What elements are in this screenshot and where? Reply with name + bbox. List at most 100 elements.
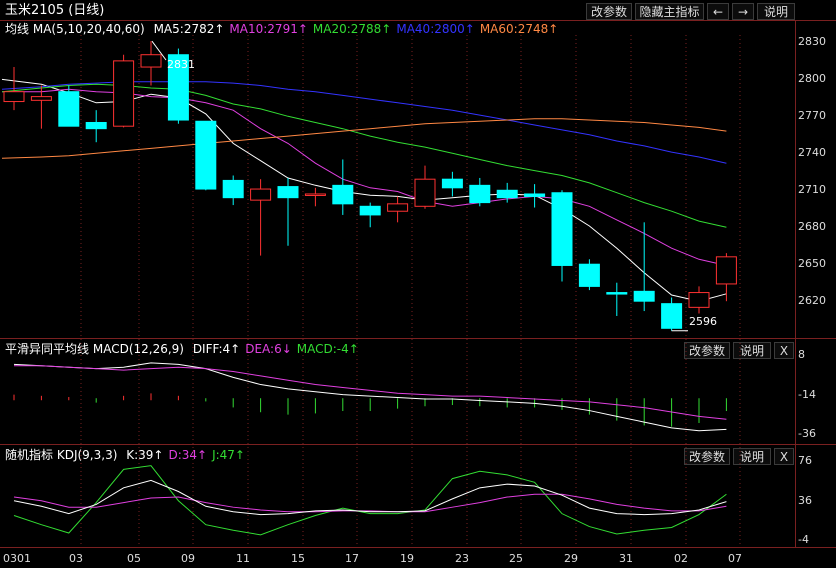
candle-up [30, 96, 52, 101]
edit-params-button[interactable]: 改参数 [586, 3, 632, 20]
ma-line-ma20 [1, 83, 727, 228]
ma-legend-value-3: MA40:2800↑ [396, 22, 475, 36]
candle-down [524, 193, 546, 197]
kdj-legend-value-0: K:39↑ [126, 448, 164, 462]
candle-down [277, 186, 299, 199]
candle-up [304, 193, 326, 196]
kdj-panel-divider [0, 444, 836, 445]
header-divider [0, 20, 836, 21]
date-tick-label: 03 [69, 552, 83, 565]
kdj-legend-params: KDJ(9,3,3) [56, 448, 118, 462]
date-tick-label: 05 [127, 552, 141, 565]
macd-dea-line [14, 365, 727, 420]
macd-ytick: -36 [798, 427, 816, 440]
price-tick-label: 2650 [798, 257, 826, 271]
date-tick-label: 07 [728, 552, 742, 565]
macd-legend-params: MACD(12,26,9) [92, 342, 184, 356]
candle-down [661, 303, 683, 329]
kdj-help-button[interactable]: 说明 [733, 448, 771, 465]
candle-down [578, 263, 600, 287]
candle-down [551, 192, 573, 266]
candle-up [3, 91, 25, 103]
kdj-j-line [13, 465, 727, 536]
date-tick-label: 23 [455, 552, 469, 565]
macd-legend-value-1: DEA:6↓ [245, 342, 292, 356]
ma-legend-value-0: MA5:2782↑ [153, 22, 225, 36]
candle-down [332, 184, 354, 205]
ma-line-ma10 [2, 88, 727, 266]
candle-down [359, 205, 381, 216]
candle-down [441, 178, 463, 189]
kdj-legend-value-2: J:47↑ [212, 448, 245, 462]
price-tick-label: 2740 [798, 146, 826, 160]
macd-help-button[interactable]: 说明 [733, 342, 771, 359]
macd-legend-value-0: DIFF:4↑ [192, 342, 241, 356]
price-axis-divider [795, 20, 796, 548]
price-tick-label: 2770 [798, 109, 826, 123]
kdj-ytick: -4 [798, 533, 809, 546]
candle-down [222, 179, 244, 199]
kdj-legend-value-1: D:34↑ [168, 448, 208, 462]
macd-edit-params-button[interactable]: 改参数 [684, 342, 730, 359]
candle-down [167, 54, 189, 121]
macd-ytick: -14 [798, 388, 816, 401]
candle-down [633, 290, 655, 302]
price-tick-label: 2830 [798, 35, 826, 49]
high-leader-line [151, 40, 167, 61]
kdj-k-line [13, 479, 727, 516]
date-tick-label: 0301 [3, 552, 31, 565]
date-tick-label: 15 [291, 552, 305, 565]
kdj-ytick: 36 [798, 494, 812, 507]
ma-legend-value-4: MA60:2748↑ [479, 22, 559, 36]
ma-legend-name: 均线 [5, 22, 30, 36]
date-tick-label: 25 [509, 552, 523, 565]
help-button[interactable]: 说明 [757, 3, 795, 20]
candle-up [387, 203, 409, 212]
kdj-edit-params-button[interactable]: 改参数 [684, 448, 730, 465]
candle-down [469, 184, 491, 204]
kdj-d-line [13, 493, 727, 513]
macd-panel-divider [0, 338, 836, 339]
macd-ytick: 8 [798, 348, 805, 361]
ma-line-ma60 [1, 118, 727, 159]
price-tick-label: 2800 [798, 72, 826, 86]
date-tick-label: 31 [619, 552, 633, 565]
hide-main-indicator-button[interactable]: 隐藏主指标 [635, 3, 704, 20]
candle-up [113, 60, 135, 127]
candle-up [250, 188, 272, 201]
date-tick-label: 11 [236, 552, 250, 565]
kdj-legend-name: 随机指标 [5, 448, 54, 462]
date-tick-label: 02 [674, 552, 688, 565]
macd-diff-line [13, 362, 727, 432]
candle-up [140, 54, 162, 68]
time-axis-divider [0, 547, 836, 548]
candle-down [195, 120, 217, 190]
ma-legend: 均线 MA(5,10,20,40,60) MA5:2782↑ MA10:2791↑… [5, 23, 558, 35]
price-tick-label: 2680 [798, 220, 826, 234]
candle-up [715, 256, 737, 285]
date-tick-label: 19 [400, 552, 414, 565]
high-price-label: 2831 [167, 58, 195, 71]
kdj-close-icon[interactable]: X [774, 448, 794, 465]
ma-legend-value-2: MA20:2788↑ [312, 22, 392, 36]
candle-down [85, 121, 107, 130]
macd-legend-name: 平滑异同平均线 [5, 342, 90, 356]
date-tick-label: 29 [564, 552, 578, 565]
ma-line-ma40 [1, 81, 727, 164]
candle-down [496, 189, 518, 199]
price-tick-label: 2620 [798, 294, 826, 308]
candle-up [414, 178, 436, 207]
macd-legend-value-2: MACD:-4↑ [296, 342, 359, 356]
candle-down [58, 91, 80, 127]
chart-title: 玉米2105 (日线) [5, 3, 105, 18]
next-arrow-icon[interactable]: → [732, 3, 754, 20]
date-tick-label: 09 [181, 552, 195, 565]
candle-down [606, 292, 628, 295]
macd-legend: 平滑异同平均线 MACD(12,26,9) DIFF:4↑ DEA:6↓ MACD:… [5, 343, 359, 355]
macd-close-icon[interactable]: X [774, 342, 794, 359]
candle-up [688, 292, 710, 308]
date-tick-label: 17 [345, 552, 359, 565]
prev-arrow-icon[interactable]: ← [707, 3, 729, 20]
